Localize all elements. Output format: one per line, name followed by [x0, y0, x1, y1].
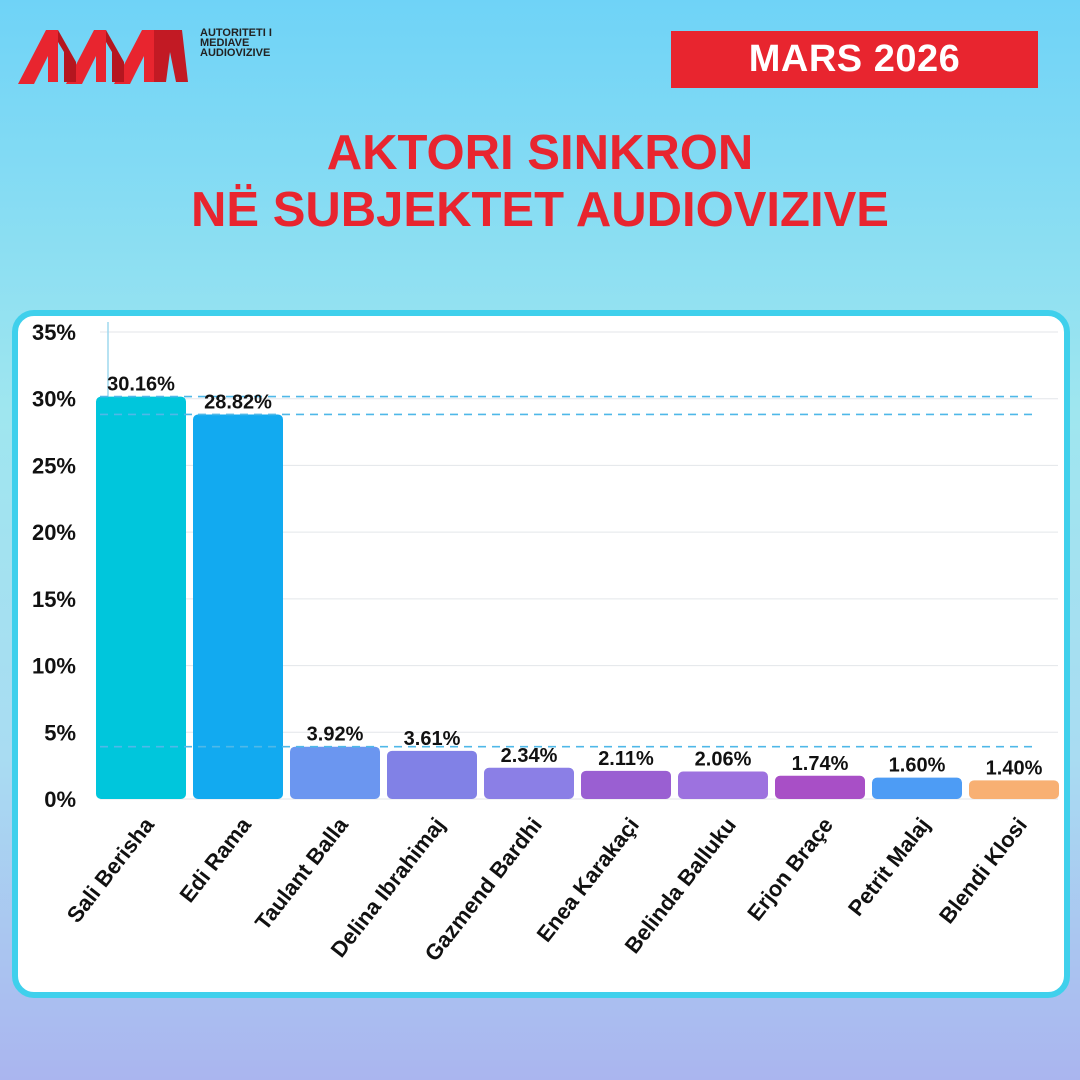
y-tick-label: 30% — [32, 387, 76, 412]
y-tick-label: 35% — [32, 320, 76, 345]
bar-6 — [581, 770, 671, 799]
title-line-2: NË SUBJEKTET AUDIOVIZIVE — [191, 183, 889, 237]
bar-3 — [290, 746, 380, 799]
aam-logo: AUTORITETI I MEDIAVE AUDIOVIZIVE — [18, 22, 288, 104]
value-label: 28.82% — [204, 391, 272, 413]
category-label: Enea Karakaçi — [532, 813, 644, 947]
y-tick-label: 15% — [32, 587, 76, 612]
title-line-1: AKTORI SINKRON — [326, 126, 754, 180]
value-label: 2.06% — [695, 749, 752, 771]
value-label: 1.40% — [986, 757, 1043, 779]
category-label: Blendi Klosi — [934, 813, 1032, 929]
bar-chart: 0% 5% 10% 15% 20% 25% 30% 35% 30.16% 28.82% 3.92% 3… — [32, 320, 1059, 966]
value-label: 1.60% — [889, 755, 946, 777]
bar-4 — [387, 750, 477, 799]
bar-10 — [969, 780, 1059, 799]
date-badge: MARS 2026 — [671, 31, 1038, 88]
logo-line-2: MEDIAVE — [200, 37, 250, 49]
value-label: 3.61% — [404, 728, 461, 750]
y-tick-label: 25% — [32, 453, 76, 478]
aam-logo-mark — [18, 30, 188, 84]
y-tick-label: 0% — [44, 787, 76, 812]
bar-5 — [484, 767, 574, 799]
value-label: 2.11% — [598, 748, 654, 770]
y-tick-label: 10% — [32, 654, 76, 679]
bar-8 — [775, 775, 865, 799]
bar-1 — [96, 396, 186, 799]
page-title: AKTORI SINKRON NË SUBJEKTET AUDIOVIZIVE — [0, 125, 1080, 239]
bar-9 — [872, 777, 962, 799]
y-tick-label: 5% — [44, 720, 76, 745]
value-label: 3.92% — [307, 724, 364, 746]
bar-7 — [678, 771, 768, 799]
category-label: Taulant Balla — [250, 812, 353, 935]
category-label: Petrit Malaj — [843, 813, 935, 921]
bar-2 — [193, 414, 283, 799]
logo-text: AUTORITETI I MEDIAVE AUDIOVIZIVE — [200, 27, 272, 59]
category-label: Erjon Braçe — [742, 813, 838, 926]
value-label: 2.34% — [501, 745, 558, 767]
category-label: Edi Rama — [175, 812, 257, 907]
category-label: Sali Berisha — [62, 812, 160, 927]
chart-panel: 0% 5% 10% 15% 20% 25% 30% 35% 30.16% 28.82% 3.92% 3… — [12, 310, 1070, 998]
y-tick-label: 20% — [32, 520, 76, 545]
logo-line-3: AUDIOVIZIVE — [200, 47, 271, 59]
value-label: 30.16% — [107, 374, 175, 396]
value-label: 1.74% — [792, 753, 849, 775]
logo-line-1: AUTORITETI I — [200, 27, 272, 39]
